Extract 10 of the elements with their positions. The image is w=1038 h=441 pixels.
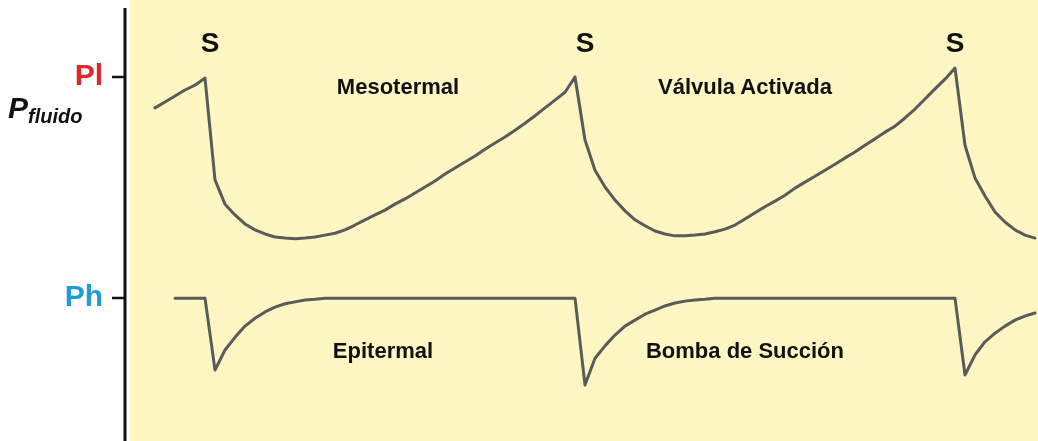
annotation: Válvula Activada <box>657 73 833 99</box>
y-axis-title: P$_{fluido}$ <box>8 91 83 127</box>
text: S <box>945 27 965 59</box>
text: S <box>200 27 220 59</box>
annotation: Epitermal <box>332 337 434 363</box>
text: S <box>575 27 595 59</box>
annotation: Bomba de Succión <box>645 337 845 363</box>
text: Pl <box>74 57 103 91</box>
text: Ph <box>64 278 103 312</box>
annotation: Mesotermal <box>336 73 460 99</box>
